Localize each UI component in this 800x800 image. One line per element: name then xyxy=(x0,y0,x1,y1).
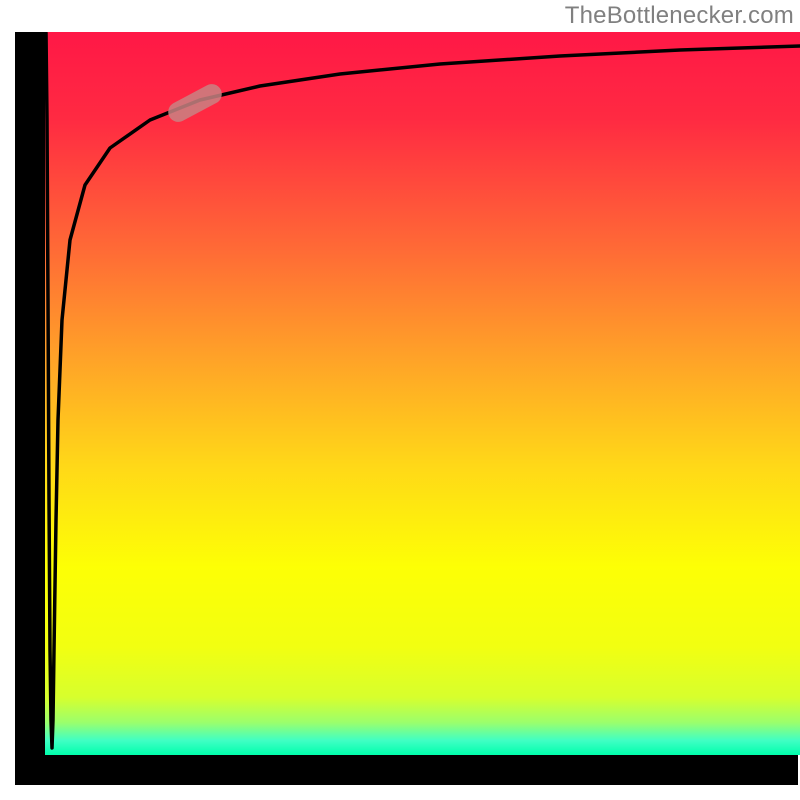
watermark-text: TheBottlenecker.com xyxy=(565,2,794,30)
chart-container: TheBottlenecker.com xyxy=(0,0,800,800)
bottleneck-curve-chart xyxy=(0,0,800,800)
axis-bottom xyxy=(15,755,798,785)
gradient-background xyxy=(45,32,800,755)
axis-left xyxy=(15,32,45,785)
